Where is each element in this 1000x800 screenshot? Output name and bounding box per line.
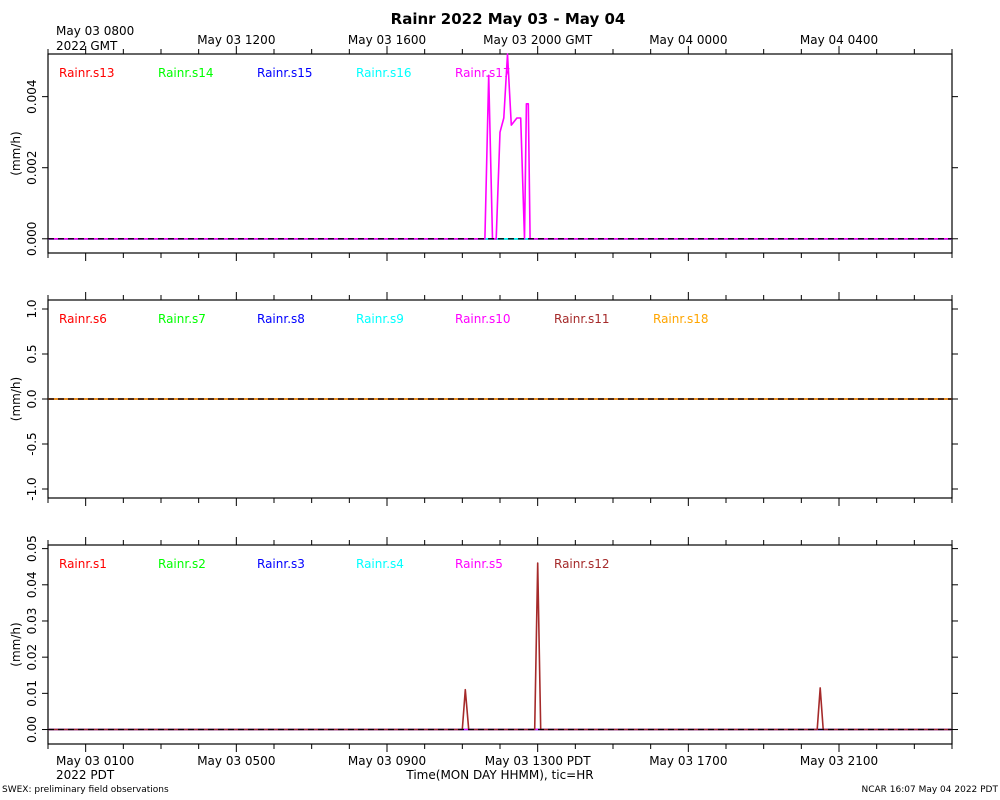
y-tick-label: -1.0 bbox=[25, 477, 39, 500]
panel-middle: -1.0 -0.5 0.0 0.5 1.0 (mm/h) Rainr.s6 Rainr.s7 R… bbox=[9, 292, 958, 506]
y-axis-label: (mm/h) bbox=[9, 622, 23, 666]
y-tick-label: 0.03 bbox=[25, 608, 39, 635]
chart-title: Rainr 2022 May 03 - May 04 bbox=[391, 10, 626, 28]
bottom-axis-tick-label: May 03 0500 bbox=[197, 754, 275, 768]
legend-label-Rainr.s7: Rainr.s7 bbox=[158, 312, 206, 326]
legend-label-Rainr.s17: Rainr.s17 bbox=[455, 66, 511, 80]
y-tick-label: 0.004 bbox=[25, 79, 39, 113]
legend-label-Rainr.s14: Rainr.s14 bbox=[158, 66, 214, 80]
legend-label-Rainr.s16: Rainr.s16 bbox=[356, 66, 412, 80]
bottom-axis-tick-label: May 03 0900 bbox=[348, 754, 426, 768]
series-line-Rainr.s12 bbox=[48, 562, 952, 731]
bottom-axis-tick-labels: May 03 0500 May 03 0900 May 03 1300 PDT May… bbox=[197, 754, 878, 768]
y-tick-label: 0.02 bbox=[25, 644, 39, 671]
legend-label-Rainr.s6: Rainr.s6 bbox=[59, 312, 107, 326]
y-tick-label: 0.002 bbox=[25, 151, 39, 185]
y-tick-label: 0.0 bbox=[25, 389, 39, 408]
legend-label-Rainr.s12: Rainr.s12 bbox=[554, 557, 610, 571]
top-axis-tick-label: May 04 0000 bbox=[649, 33, 727, 47]
footer-right-stamp: NCAR 16:07 May 04 2022 PDT bbox=[862, 785, 999, 795]
y-tick-label: 0.00 bbox=[25, 716, 39, 743]
bottom-axis-first-label-line2: 2022 PDT bbox=[56, 768, 115, 782]
bottom-axis-first-label-line1: May 03 0100 bbox=[56, 754, 134, 768]
top-axis-tick-labels: May 03 1200 May 03 1600 May 03 2000 GMT May… bbox=[197, 33, 878, 47]
y-tick-label: 0.05 bbox=[25, 535, 39, 562]
top-axis-tick-label: May 03 2000 GMT bbox=[483, 33, 593, 47]
series-line-Rainr.s17 bbox=[48, 53, 952, 240]
legend-label-Rainr.s2: Rainr.s2 bbox=[158, 557, 206, 571]
legend-label-Rainr.s15: Rainr.s15 bbox=[257, 66, 313, 80]
top-axis-tick-label: May 03 1200 bbox=[197, 33, 275, 47]
y-axis-label: (mm/h) bbox=[9, 131, 23, 175]
legend-label-Rainr.s9: Rainr.s9 bbox=[356, 312, 404, 326]
y-tick-label: 1.0 bbox=[25, 299, 39, 318]
bottom-axis-tick-label: May 03 2100 bbox=[800, 754, 878, 768]
top-axis-tick-label: May 04 0400 bbox=[800, 33, 878, 47]
top-axis-first-label-line1: May 03 0800 bbox=[56, 24, 134, 38]
y-tick-label: 0.04 bbox=[25, 571, 39, 598]
y-tick-label: -0.5 bbox=[25, 432, 39, 455]
bottom-axis-tick-label: May 03 1300 PDT bbox=[485, 754, 592, 768]
legend-label-Rainr.s5: Rainr.s5 bbox=[455, 557, 503, 571]
bottom-axis-tick-label: May 03 1700 bbox=[649, 754, 727, 768]
y-tick-label: 0.000 bbox=[25, 222, 39, 256]
top-axis-first-label-line2: 2022 GMT bbox=[56, 39, 118, 53]
panel-bottom: 0.00 0.01 0.02 0.03 0.04 0.05 (mm/h) Rainr.s1 Ra… bbox=[9, 535, 958, 752]
legend-label-Rainr.s3: Rainr.s3 bbox=[257, 557, 305, 571]
legend-label-Rainr.s4: Rainr.s4 bbox=[356, 557, 404, 571]
legend-label-Rainr.s10: Rainr.s10 bbox=[455, 312, 511, 326]
y-axis-label: (mm/h) bbox=[9, 377, 23, 421]
legend-label-Rainr.s11: Rainr.s11 bbox=[554, 312, 610, 326]
top-axis-tick-label: May 03 1600 bbox=[348, 33, 426, 47]
y-tick-label: 0.5 bbox=[25, 344, 39, 363]
legend-label-Rainr.s8: Rainr.s8 bbox=[257, 312, 305, 326]
x-axis-label: Time(MON DAY HHMM), tic=HR bbox=[405, 768, 593, 782]
legend-label-Rainr.s18: Rainr.s18 bbox=[653, 312, 709, 326]
panel-top: 0.000 0.002 0.004 (mm/h) Rainr.s13 Rainr.s14 R… bbox=[9, 46, 958, 261]
y-tick-label: 0.01 bbox=[25, 680, 39, 707]
legend-label-Rainr.s1: Rainr.s1 bbox=[59, 557, 107, 571]
legend-label-Rainr.s13: Rainr.s13 bbox=[59, 66, 115, 80]
footer-left-note: SWEX: preliminary field observations bbox=[2, 785, 169, 795]
